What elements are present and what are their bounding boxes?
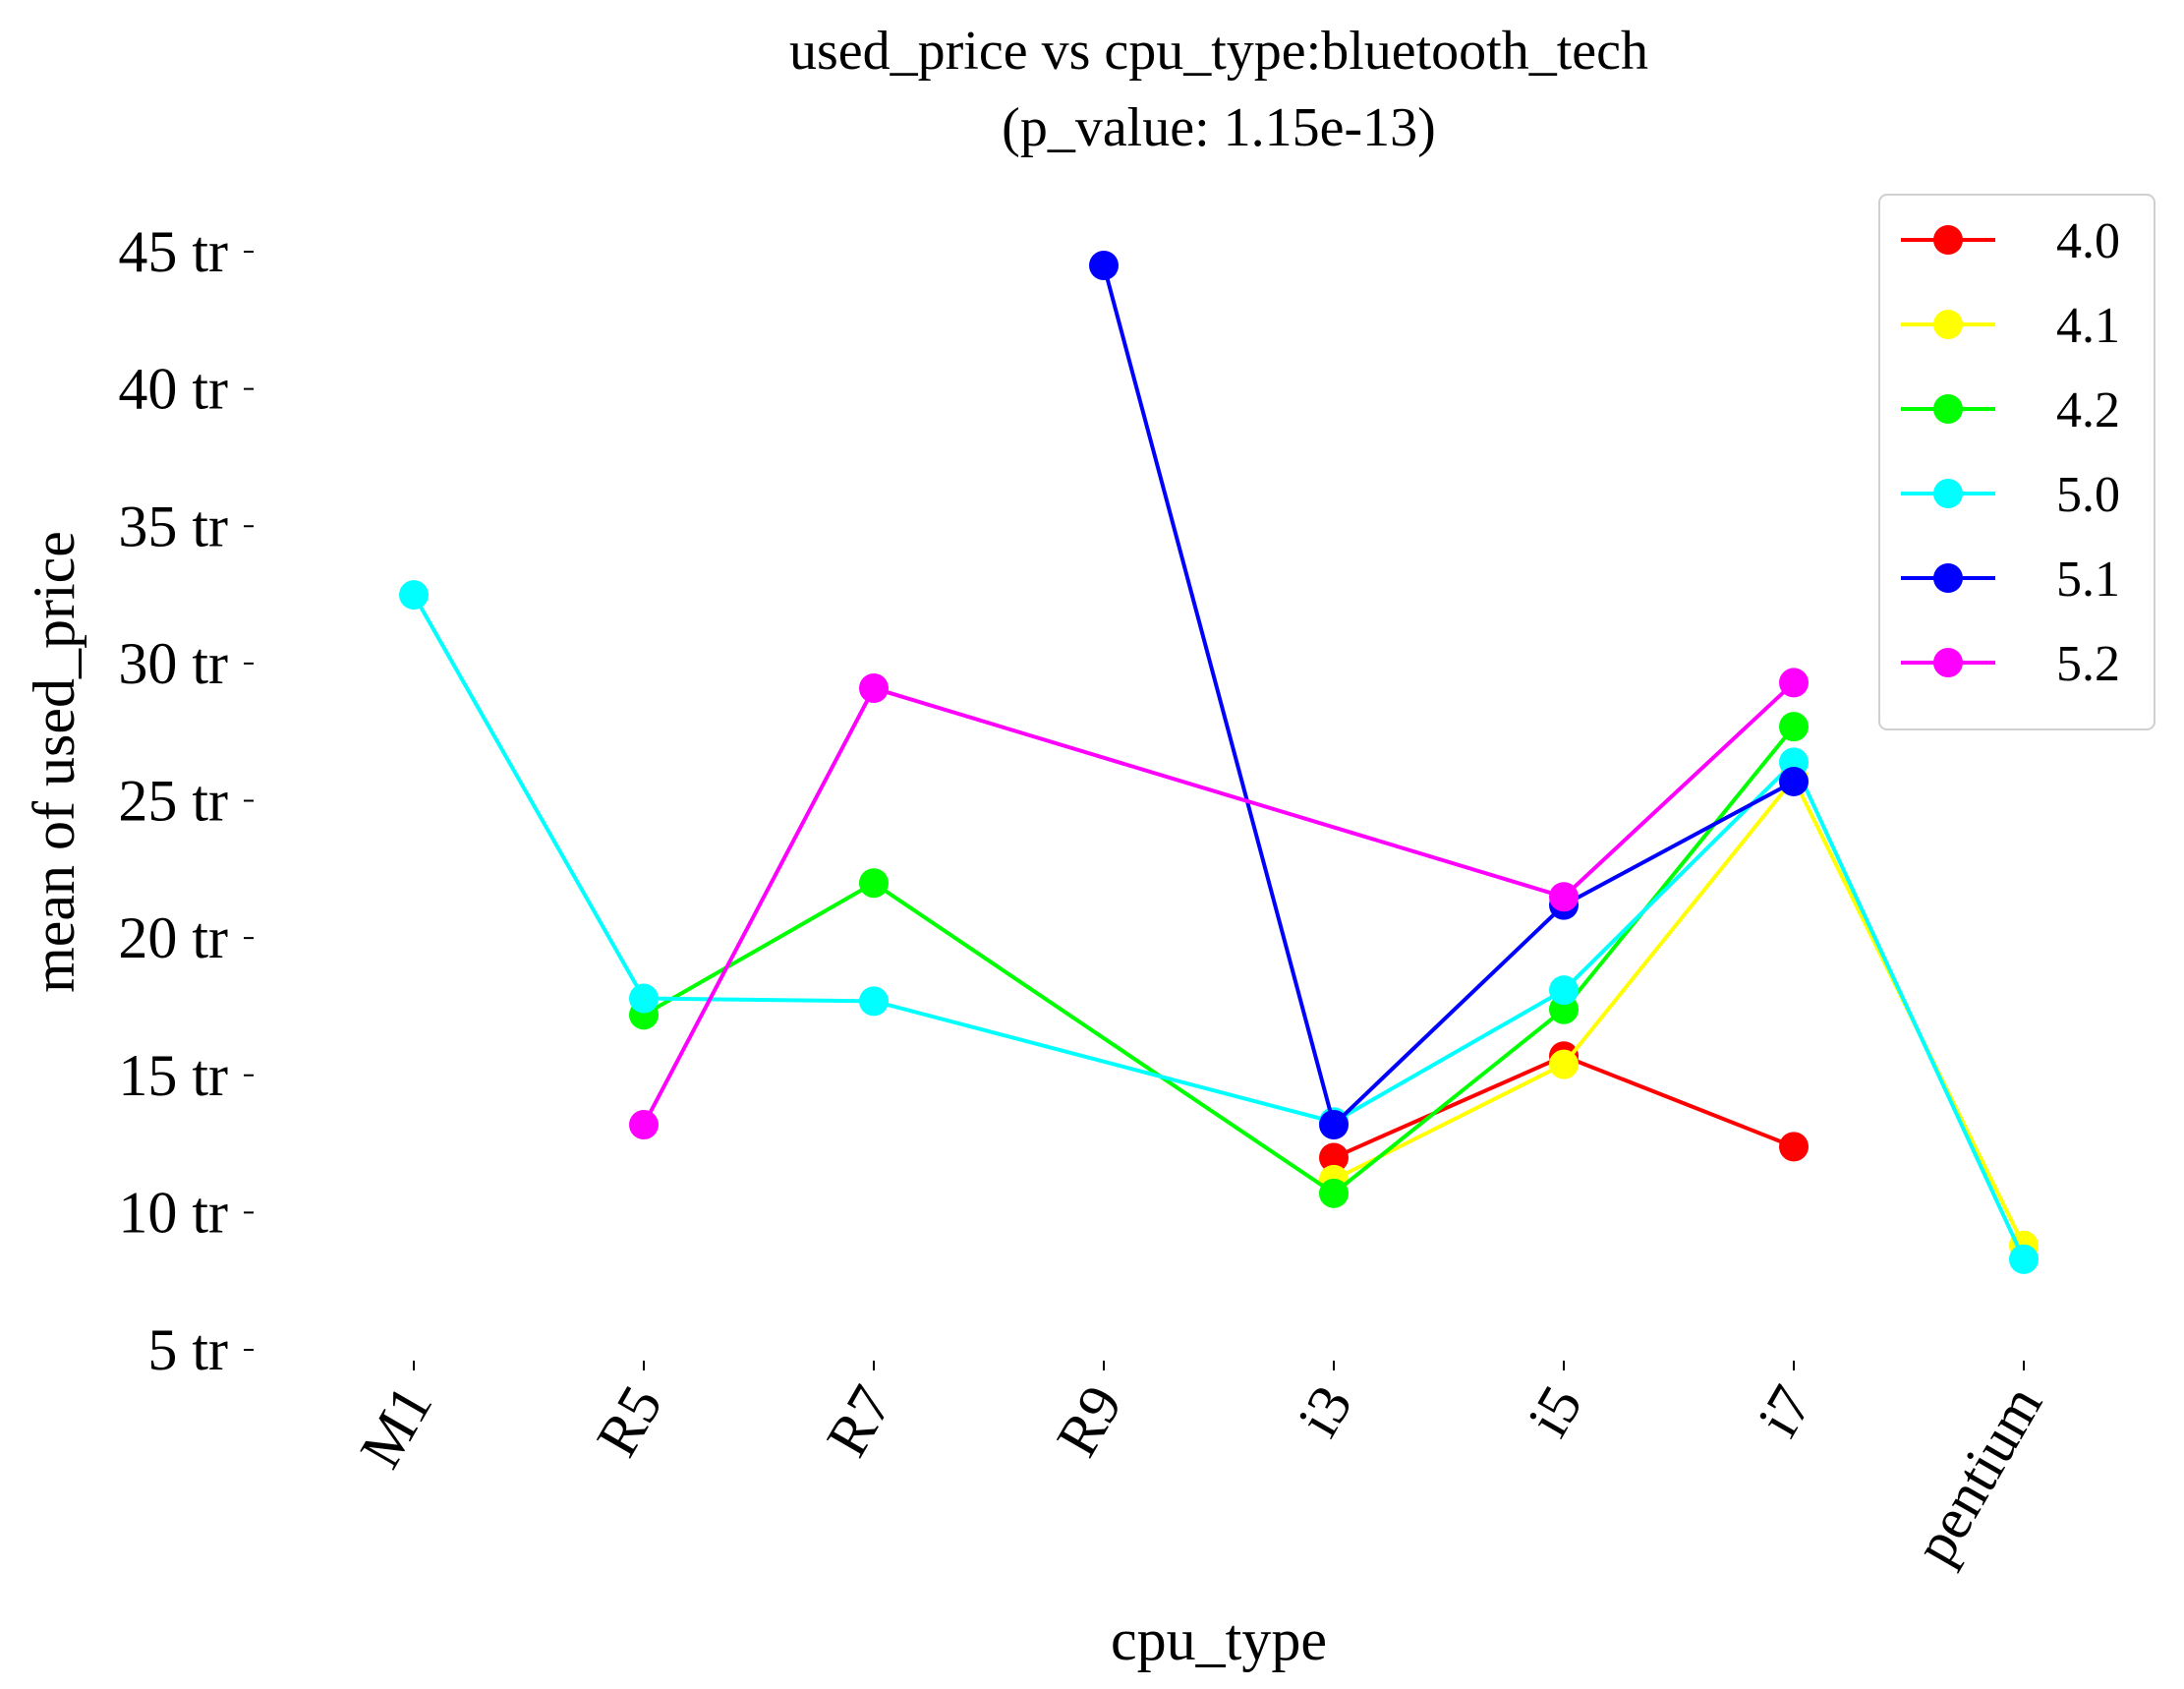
- data-point: [1779, 668, 1809, 698]
- data-point: [859, 986, 889, 1017]
- y-tick-label: 45 tr: [118, 219, 228, 284]
- series-4.1: [1319, 764, 2039, 1260]
- data-point: [859, 673, 889, 704]
- legend-item: 5.2: [1901, 636, 2120, 692]
- x-tick-label: M1: [347, 1375, 444, 1479]
- y-tick-label: 15 tr: [118, 1043, 228, 1108]
- legend-label: 5.0: [2056, 467, 2120, 523]
- series-4.2: [629, 712, 1809, 1208]
- x-axis: M1 R5 R7 R9 i3 i5 i7 pentium: [347, 1361, 2054, 1575]
- y-tick-label: 5 tr: [147, 1317, 228, 1382]
- legend-item: 4.2: [1901, 382, 2120, 438]
- y-axis: 5 tr 10 tr 15 tr 20 tr 25 tr 30 tr 35 tr 40 tr 4…: [118, 219, 254, 1382]
- y-tick-label: 35 tr: [118, 494, 228, 558]
- legend-item: 4.1: [1901, 298, 2120, 354]
- data-point: [1549, 882, 1579, 912]
- data-point: [629, 983, 659, 1014]
- series-line: [1333, 775, 2026, 1247]
- x-tick-label: i5: [1516, 1375, 1594, 1447]
- y-tick-label: 25 tr: [118, 769, 228, 834]
- series-layer: [399, 250, 2039, 1274]
- legend-swatch-marker: [1933, 479, 1963, 508]
- data-point: [629, 1110, 659, 1140]
- data-point: [2009, 1244, 2039, 1274]
- y-tick-label: 30 tr: [118, 631, 228, 696]
- x-axis-label: cpu_type: [1111, 1607, 1327, 1672]
- data-point: [859, 868, 889, 899]
- legend-item: 5.0: [1901, 467, 2120, 523]
- x-tick-label: pentium: [1902, 1375, 2054, 1575]
- y-tick-label: 40 tr: [118, 357, 228, 422]
- legend-swatch-marker: [1933, 648, 1963, 677]
- data-point: [399, 580, 429, 611]
- chart-subtitle: (p_value: 1.15e-13): [1002, 97, 1436, 158]
- legend-item: 4.0: [1901, 213, 2120, 269]
- series-line: [1102, 264, 1795, 1129]
- x-tick-label: R5: [584, 1375, 674, 1468]
- series-5.1: [1089, 250, 1809, 1140]
- legend-swatch-marker: [1933, 225, 1963, 255]
- series-5.2: [629, 668, 1809, 1140]
- legend: 4.0 4.1 4.2 5.0 5.1 5.2: [1878, 194, 2155, 730]
- legend-swatch-marker: [1933, 394, 1963, 424]
- data-point: [1319, 1142, 1349, 1173]
- legend-swatch-marker: [1933, 563, 1963, 593]
- x-tick-label: i3: [1286, 1375, 1364, 1447]
- x-tick-label: i7: [1746, 1375, 1824, 1447]
- data-point: [1549, 975, 1579, 1006]
- x-tick-label: R7: [814, 1375, 904, 1468]
- y-tick-label: 20 tr: [118, 905, 228, 970]
- data-point: [1549, 1049, 1579, 1079]
- chart-title: used_price vs cpu_type:bluetooth_tech: [789, 21, 1648, 82]
- legend-label: 5.2: [2056, 636, 2120, 692]
- data-point: [1089, 250, 1119, 280]
- y-axis-label: mean of used_price: [22, 531, 86, 993]
- data-point: [1779, 766, 1809, 796]
- legend-label: 4.2: [2056, 382, 2120, 438]
- legend-label: 4.0: [2056, 213, 2120, 269]
- data-point: [1779, 712, 1809, 742]
- data-point: [1319, 1178, 1349, 1208]
- data-point: [1319, 1110, 1349, 1140]
- legend-swatch-marker: [1933, 310, 1963, 339]
- series-line: [642, 680, 1796, 1126]
- y-tick-label: 10 tr: [118, 1180, 228, 1245]
- legend-label: 5.1: [2056, 552, 2120, 608]
- legend-item: 5.1: [1901, 552, 2120, 608]
- legend-label: 4.1: [2056, 298, 2120, 354]
- data-point: [1779, 1132, 1809, 1162]
- x-tick-label: R9: [1044, 1375, 1134, 1468]
